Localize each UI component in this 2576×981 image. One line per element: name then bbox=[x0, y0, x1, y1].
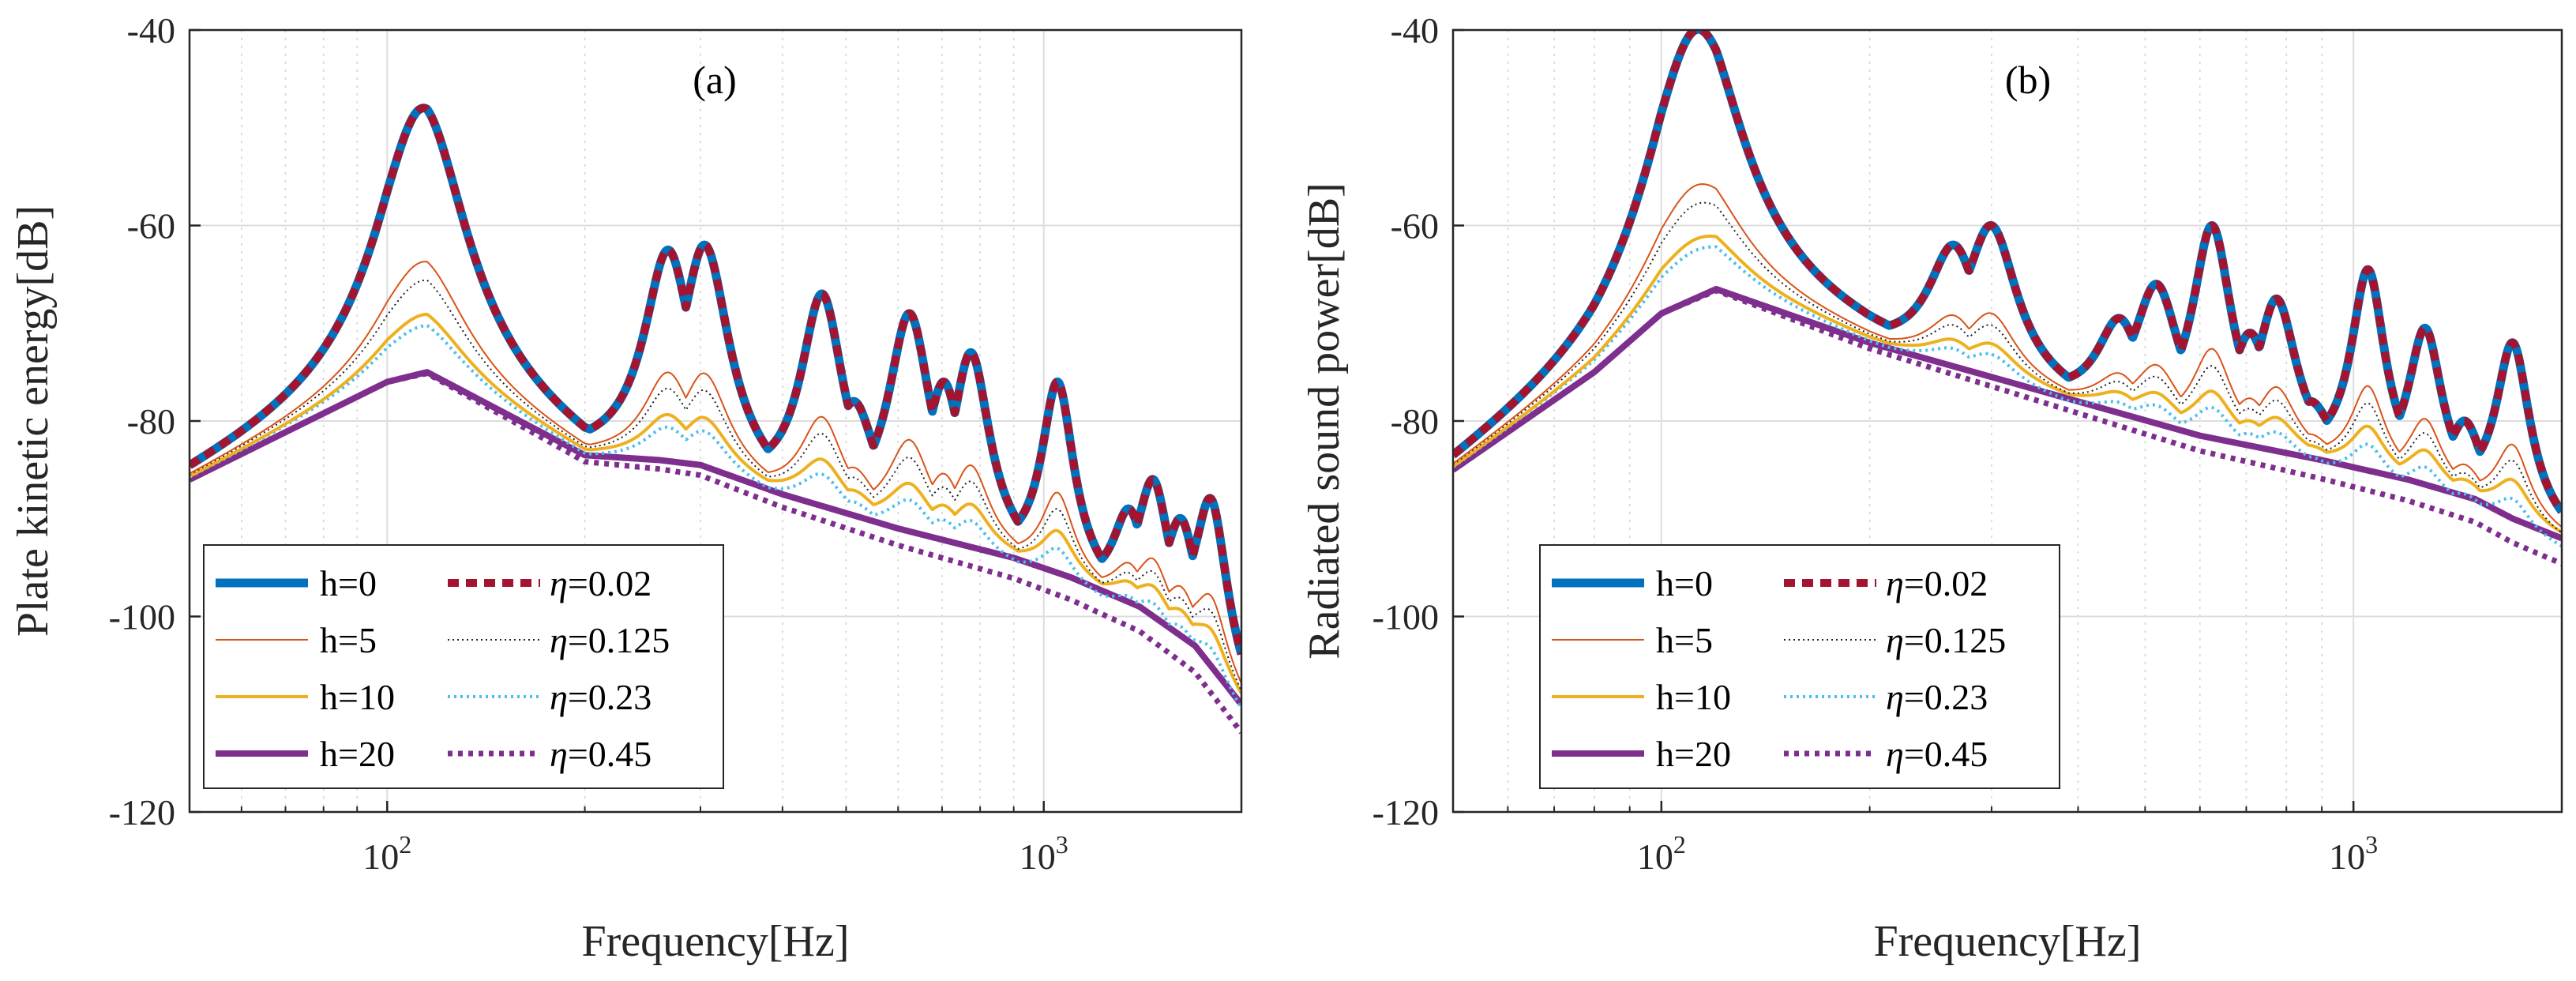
legend-label-h5-a: h=5 bbox=[320, 620, 377, 660]
legend-item-h0-a: h=0 bbox=[216, 563, 377, 603]
x-ticks-b: 102 103 bbox=[1507, 801, 2378, 877]
legend-label-eta023-a: η=0.23 bbox=[550, 677, 652, 717]
legend-label-eta002-b: η=0.02 bbox=[1886, 563, 1988, 603]
legend-item-h5-a: h=5 bbox=[216, 620, 377, 660]
legend-item-h10-a: h=10 bbox=[216, 677, 395, 717]
series-line-h5-a bbox=[190, 261, 1241, 684]
panel-label-a: (a) bbox=[693, 58, 737, 102]
series-line-023-b bbox=[1453, 245, 2562, 548]
legend-label-h20-b: h=20 bbox=[1656, 734, 1731, 774]
x-tick-label-b: 102 bbox=[1637, 830, 1686, 877]
x-axis-label-b: Frequency[Hz] bbox=[1874, 917, 2142, 966]
legend-item-h0-b: h=0 bbox=[1552, 563, 1713, 603]
legend-item-eta023-b: η=0.23 bbox=[1784, 677, 1988, 717]
series-line-h10-b bbox=[1453, 235, 2562, 534]
legend-item-eta045-b: η=0.45 bbox=[1784, 734, 1988, 774]
y-tick-label-a: -80 bbox=[127, 401, 175, 442]
plot-lines-a bbox=[190, 103, 1241, 735]
y-axis-label-a: Plate kinetic energy[dB] bbox=[9, 205, 58, 637]
y-ticks-b: -120 -100 -80 -60 -40 bbox=[1372, 10, 1464, 833]
legend-label-eta045-a: η=0.45 bbox=[550, 734, 652, 774]
y-axis-label-b: Radiated sound power[dB] bbox=[1300, 182, 1349, 659]
series-line-h20-b bbox=[1453, 286, 2562, 542]
legend-label-h20-a: h=20 bbox=[320, 734, 395, 774]
y-tick-label-b: -60 bbox=[1391, 206, 1439, 246]
series-line-002-a bbox=[190, 103, 1241, 656]
x-tick-label-a: 102 bbox=[362, 830, 411, 877]
series-line-h5-b bbox=[1453, 183, 2562, 528]
legend-label-eta0125-b: η=0.125 bbox=[1886, 620, 2006, 660]
x-axis-label-a: Frequency[Hz] bbox=[582, 917, 850, 966]
y-tick-label-a: -100 bbox=[109, 597, 175, 637]
y-tick-label-b: -120 bbox=[1372, 792, 1439, 833]
legend-item-eta002-b: η=0.02 bbox=[1784, 563, 1988, 603]
legend-a: h=0 h=5 h=10 h=20 η=0.02 η=0.125 bbox=[203, 544, 724, 789]
legend-label-h10-a: h=10 bbox=[320, 677, 395, 717]
legend-label-h10-b: h=10 bbox=[1656, 677, 1731, 717]
legend-label-h5-b: h=5 bbox=[1656, 620, 1713, 660]
legend-label-h0-a: h=0 bbox=[320, 563, 377, 603]
legend-label-eta023-b: η=0.23 bbox=[1886, 677, 1988, 717]
x-ticks-a: 102 103 bbox=[240, 801, 1068, 877]
panel-b: -120 -100 -80 -60 -40 102 103 (b) Frequency[H… bbox=[1300, 10, 2563, 966]
legend-item-eta002-a: η=0.02 bbox=[448, 563, 652, 603]
legend-label-eta0125-a: η=0.125 bbox=[550, 620, 670, 660]
y-tick-label-a: -40 bbox=[127, 10, 175, 51]
panel-label-b: (b) bbox=[2005, 58, 2051, 102]
y-tick-label-a: -120 bbox=[109, 792, 175, 833]
series-line-023-a bbox=[190, 324, 1241, 709]
legend-label-eta002-a: η=0.02 bbox=[550, 563, 652, 603]
legend-label-h0-b: h=0 bbox=[1656, 563, 1713, 603]
series-line-0125-b bbox=[1453, 201, 2562, 534]
legend-item-h20-a: h=20 bbox=[216, 734, 395, 774]
series-line-h10-a bbox=[190, 312, 1241, 694]
x-tick-label-a: 103 bbox=[1020, 830, 1068, 877]
series-line-002-b bbox=[1453, 30, 2562, 515]
plot-lines-b bbox=[1453, 30, 2562, 566]
y-ticks-a: -120 -100 -80 -60 -40 bbox=[109, 10, 201, 833]
series-line-045-a bbox=[190, 370, 1241, 735]
legend-item-h20-b: h=20 bbox=[1552, 734, 1731, 774]
legend-item-h10-b: h=10 bbox=[1552, 677, 1731, 717]
y-tick-label-b: -40 bbox=[1391, 10, 1439, 51]
legend-label-eta045-b: η=0.45 bbox=[1886, 734, 1988, 774]
y-tick-label-a: -60 bbox=[127, 206, 175, 246]
panel-a: -120 -100 -80 -60 -40 102 103 (a) Frequency[H… bbox=[9, 10, 1243, 966]
legend-item-h5-b: h=5 bbox=[1552, 620, 1713, 660]
legend-item-eta023-a: η=0.23 bbox=[448, 677, 652, 717]
x-tick-label-b: 103 bbox=[2329, 830, 2378, 877]
y-tick-label-b: -80 bbox=[1391, 401, 1439, 442]
legend-item-eta045-a: η=0.45 bbox=[448, 734, 652, 774]
series-line-0125-a bbox=[190, 279, 1241, 691]
y-tick-label-b: -100 bbox=[1372, 597, 1439, 637]
legend-item-eta0125-b: η=0.125 bbox=[1784, 620, 2006, 660]
legend-item-eta0125-a: η=0.125 bbox=[448, 620, 670, 660]
legend-b: h=0 h=5 h=10 h=20 η=0.02 η=0.125 bbox=[1539, 544, 2060, 789]
